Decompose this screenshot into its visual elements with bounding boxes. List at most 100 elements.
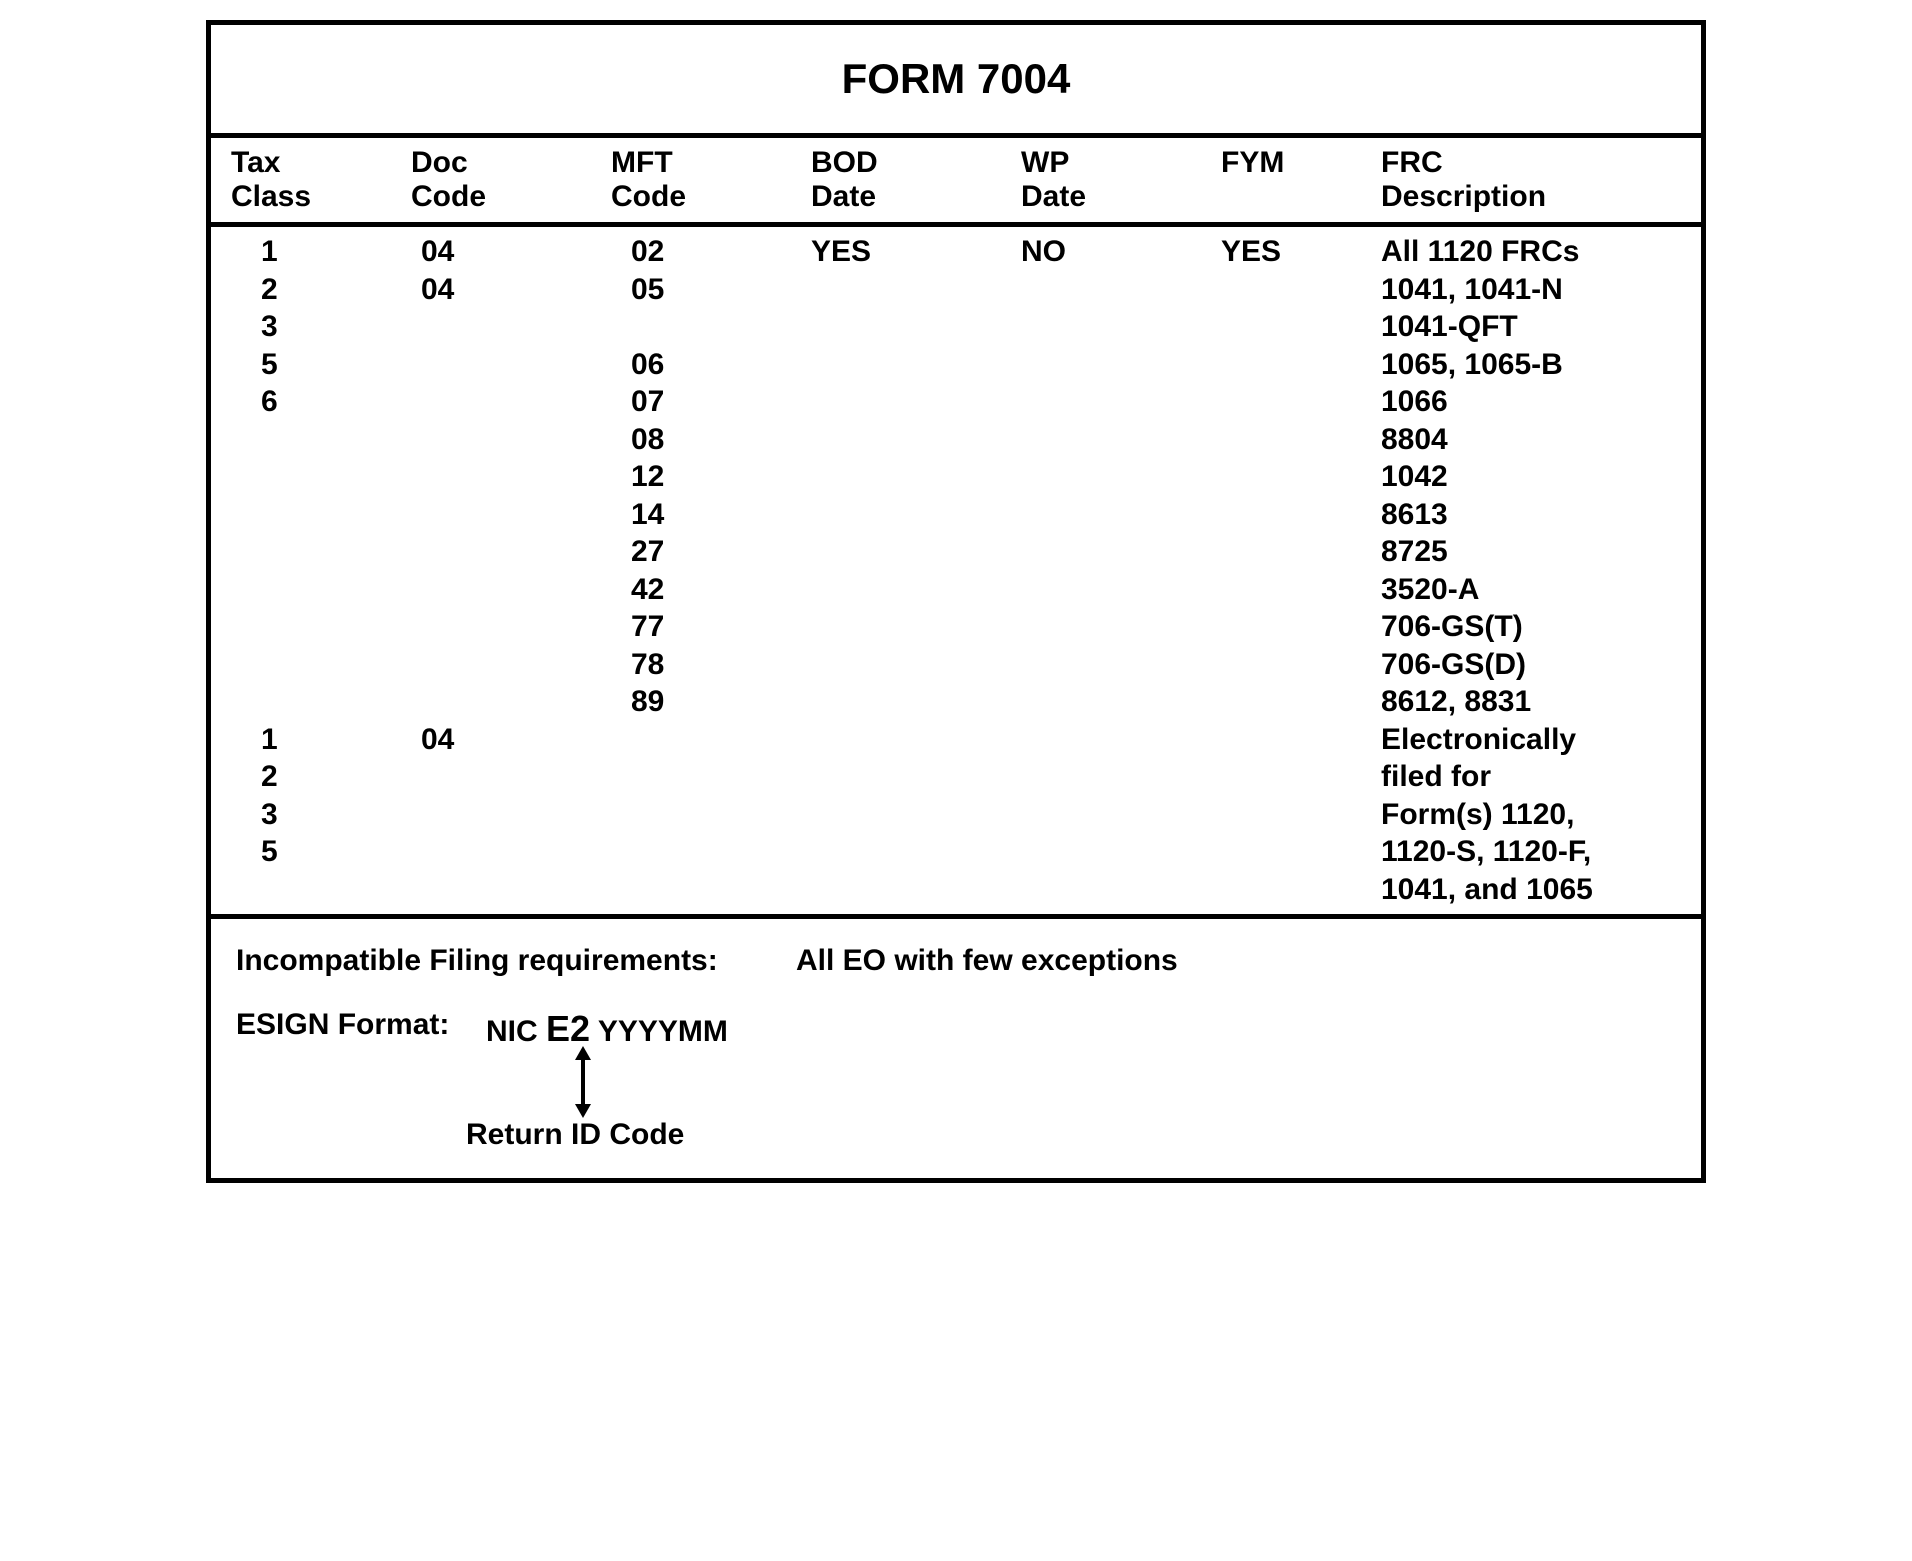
cell-mft: 77 (611, 608, 811, 646)
header-fym-l1: FYM (1221, 146, 1381, 180)
cell-doc (411, 571, 611, 609)
cell-fym (1221, 683, 1381, 721)
cell-fym (1221, 421, 1381, 459)
header-frc-l2: Description (1381, 180, 1681, 214)
cell-frc: 706-GS(T) (1381, 608, 1681, 646)
cell-frc: 8725 (1381, 533, 1681, 571)
table-row: 3 1041-QFT (211, 308, 1701, 346)
cell-fym (1221, 871, 1381, 909)
cell-tax (231, 533, 411, 571)
table-row: 89 8612, 8831 (211, 683, 1701, 721)
cell-doc: 04 (411, 233, 611, 271)
cell-doc (411, 833, 611, 871)
cell-fym (1221, 721, 1381, 759)
table-row: 42 3520-A (211, 571, 1701, 609)
cell-frc: 1120-S, 1120-F, (1381, 833, 1681, 871)
cell-frc: All 1120 FRCs (1381, 233, 1681, 271)
esign-row: ESIGN Format: NIC E2 YYYYMM Return ID Co… (236, 1008, 1676, 1158)
header-fym: FYM (1221, 146, 1381, 214)
cell-wp (1021, 758, 1221, 796)
cell-wp (1021, 271, 1221, 309)
cell-frc: 1065, 1065-B (1381, 346, 1681, 384)
cell-bod (811, 758, 1021, 796)
cell-doc (411, 496, 611, 534)
esign-format: NIC E2 YYYYMM (486, 1008, 728, 1050)
cell-frc: 3520-A (1381, 571, 1681, 609)
cell-frc: 1042 (1381, 458, 1681, 496)
cell-tax: 2 (231, 271, 411, 309)
header-bod-l1: BOD (811, 146, 1021, 180)
cell-bod (811, 346, 1021, 384)
cell-bod (811, 833, 1021, 871)
cell-frc: 1066 (1381, 383, 1681, 421)
cell-fym: YES (1221, 233, 1381, 271)
cell-bod (811, 271, 1021, 309)
cell-wp (1021, 421, 1221, 459)
cell-bod (811, 646, 1021, 684)
incompat-row: Incompatible Filing requirements: All EO… (236, 944, 1676, 978)
cell-wp (1021, 346, 1221, 384)
cell-tax (231, 608, 411, 646)
header-bod: BOD Date (811, 146, 1021, 214)
cell-wp (1021, 646, 1221, 684)
cell-fym (1221, 383, 1381, 421)
form-container: FORM 7004 Tax Class Doc Code MFT Code BO… (206, 20, 1706, 1183)
table-row: 10402YESNOYESAll 1120 FRCs (211, 227, 1701, 271)
cell-bod (811, 608, 1021, 646)
cell-wp (1021, 683, 1221, 721)
cell-tax: 6 (231, 383, 411, 421)
table-row: 14 8613 (211, 496, 1701, 534)
cell-doc: 04 (411, 271, 611, 309)
cell-wp (1021, 721, 1221, 759)
cell-mft: 07 (611, 383, 811, 421)
cell-fym (1221, 533, 1381, 571)
cell-bod (811, 683, 1021, 721)
cell-fym (1221, 608, 1381, 646)
cell-doc (411, 608, 611, 646)
cell-doc: 04 (411, 721, 611, 759)
header-doc: Doc Code (411, 146, 611, 214)
cell-tax (231, 571, 411, 609)
cell-doc (411, 758, 611, 796)
cell-wp (1021, 571, 1221, 609)
cell-bod: YES (811, 233, 1021, 271)
cell-frc: 8613 (1381, 496, 1681, 534)
cell-wp (1021, 871, 1221, 909)
cell-doc (411, 533, 611, 571)
table-row: 27 8725 (211, 533, 1701, 571)
cell-mft (611, 796, 811, 834)
cell-bod (811, 721, 1021, 759)
cell-fym (1221, 796, 1381, 834)
form-title: FORM 7004 (211, 25, 1701, 138)
cell-wp (1021, 458, 1221, 496)
cell-wp (1021, 796, 1221, 834)
cell-bod (811, 533, 1021, 571)
cell-mft: 12 (611, 458, 811, 496)
table-header: Tax Class Doc Code MFT Code BOD Date WP … (211, 138, 1701, 227)
cell-bod (811, 458, 1021, 496)
cell-mft: 02 (611, 233, 811, 271)
cell-mft (611, 308, 811, 346)
table-row: 3 Form(s) 1120, (211, 796, 1701, 834)
header-bod-l2: Date (811, 180, 1021, 214)
cell-wp (1021, 833, 1221, 871)
cell-fym (1221, 571, 1381, 609)
cell-doc (411, 683, 611, 721)
cell-wp (1021, 533, 1221, 571)
header-wp-l2: Date (1021, 180, 1221, 214)
return-id-label: Return ID Code (466, 1118, 684, 1152)
cell-mft (611, 833, 811, 871)
cell-doc (411, 308, 611, 346)
cell-bod (811, 796, 1021, 834)
header-doc-l2: Code (411, 180, 611, 214)
header-wp-l1: WP (1021, 146, 1221, 180)
header-mft-l1: MFT (611, 146, 811, 180)
cell-mft (611, 721, 811, 759)
cell-frc: 1041, 1041-N (1381, 271, 1681, 309)
header-tax: Tax Class (231, 146, 411, 214)
cell-bod (811, 383, 1021, 421)
cell-mft: 06 (611, 346, 811, 384)
cell-bod (811, 571, 1021, 609)
cell-fym (1221, 308, 1381, 346)
header-frc-l1: FRC (1381, 146, 1681, 180)
